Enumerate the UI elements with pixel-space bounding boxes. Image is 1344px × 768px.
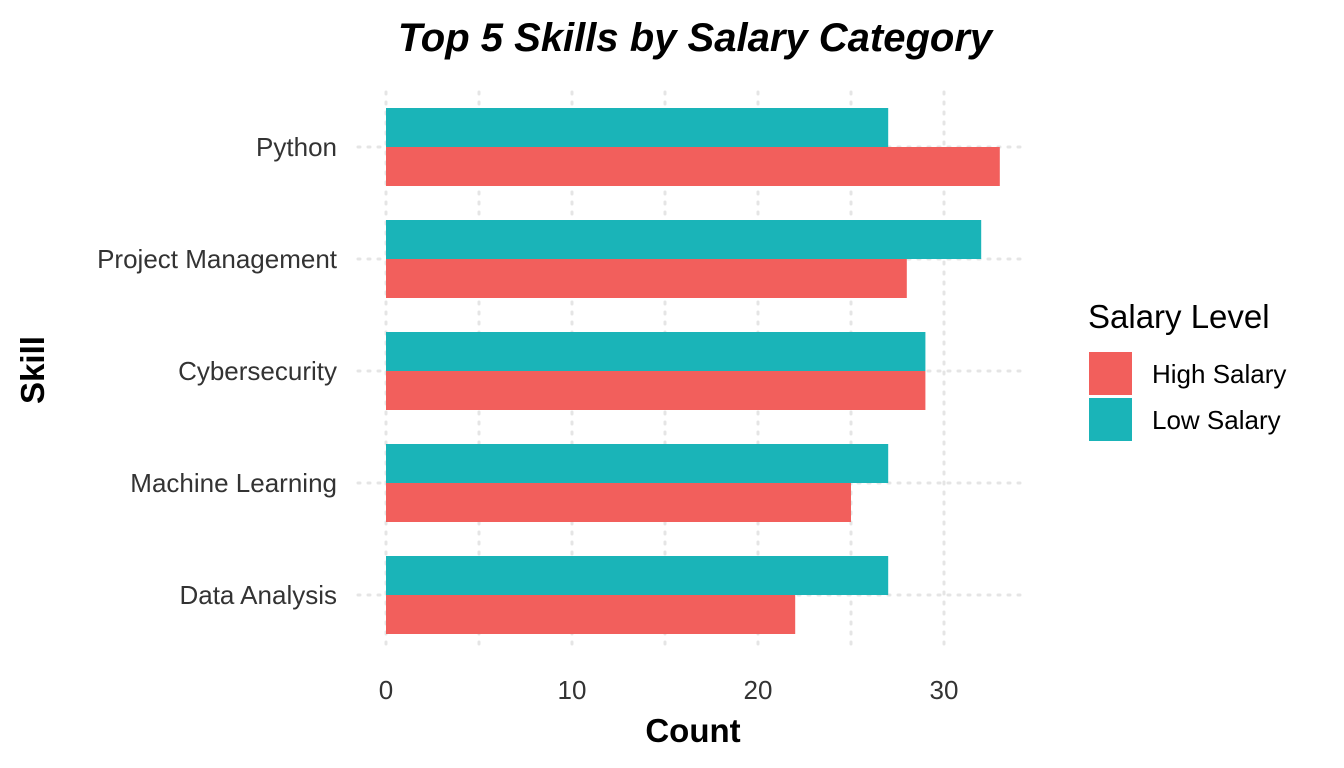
bar-low-salary-project-management [386,220,982,259]
y-tick-label: Data Analysis [179,580,337,610]
x-tick-label: 20 [744,675,773,705]
bars [386,108,1000,634]
legend-label-low-salary: Low Salary [1152,405,1281,435]
legend-label-high-salary: High Salary [1152,359,1286,389]
y-axis-tick-labels: Data Analysis Machine Learning Cybersecuri… [97,132,338,610]
x-tick-label: 30 [930,675,959,705]
x-axis-title: Count [645,712,740,749]
legend-title: Salary Level [1088,298,1270,335]
x-tick-label: 0 [379,675,393,705]
y-tick-label: Python [256,132,337,162]
bar-low-salary-data-analysis [386,556,889,595]
chart-title: Top 5 Skills by Salary Category [398,16,994,60]
y-axis-title: Skill [14,336,51,404]
bar-low-salary-cybersecurity [386,332,926,371]
bar-high-salary-python [386,147,1000,186]
bar-high-salary-machine-learning [386,483,851,522]
bar-low-salary-machine-learning [386,444,889,483]
x-axis-tick-labels: 0 10 20 30 [379,675,959,705]
legend-swatch-low-salary [1089,398,1132,441]
y-tick-label: Cybersecurity [178,356,337,386]
legend: Salary Level High Salary Low Salary [1088,298,1286,441]
bar-low-salary-python [386,108,889,147]
bar-high-salary-project-management [386,259,907,298]
bar-high-salary-cybersecurity [386,371,926,410]
y-tick-label: Project Management [97,244,338,274]
legend-swatch-high-salary [1089,352,1132,395]
x-tick-label: 10 [558,675,587,705]
y-tick-label: Machine Learning [130,468,337,498]
bar-high-salary-data-analysis [386,595,796,634]
